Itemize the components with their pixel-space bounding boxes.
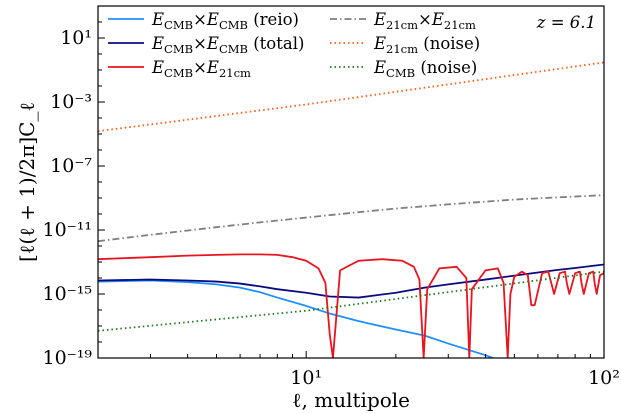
series-line-2 (98, 253, 604, 358)
y-tick-label: 10⁻¹⁹ (43, 347, 93, 369)
y-tick-label: 10⁻¹¹ (43, 219, 92, 241)
y-tick-label: 10¹ (60, 27, 92, 49)
plot-frame (97, 5, 605, 359)
redshift-annotation: z = 6.1 (536, 13, 596, 32)
y-axis-label: [ℓ(ℓ + 1)/2π]C_ℓ (15, 102, 39, 262)
y-tick-label: 10⁻¹⁵ (43, 283, 92, 305)
legend: ECMB​×ECMB​ (reio)ECMB​×ECMB​ (total)ECM… (108, 10, 480, 80)
series-line-1 (98, 263, 604, 299)
legend-label: E21cm​ (noise) (373, 34, 480, 56)
x-tick-label: 10² (588, 367, 620, 389)
series-line-0 (98, 279, 496, 358)
x-axis-label: ℓ, multipole (292, 388, 410, 412)
y-tick-label: 10⁻⁷ (50, 155, 92, 177)
legend-label: ECMB​×E21cm​ (151, 58, 251, 80)
legend-label: ECMB​×ECMB​ (reio) (151, 10, 299, 32)
legend-label: ECMB​ (noise) (373, 58, 477, 80)
series-layer (98, 6, 604, 358)
legend-label: ECMB​×ECMB​ (total) (151, 34, 304, 56)
series-line-3 (98, 194, 604, 243)
y-tick-label: 10⁻³ (50, 91, 92, 113)
tick-layer: 10¹ 10² 10⁻¹⁹ 10⁻¹⁵ 10⁻¹¹ 10⁻⁷ 10⁻³ 10¹ (43, 5, 620, 389)
legend-label: E21cm​×E21cm​ (373, 10, 476, 32)
x-tick-label: 10¹ (290, 367, 322, 389)
series-line-4 (98, 61, 604, 133)
negative-segment-1 (508, 6, 533, 358)
